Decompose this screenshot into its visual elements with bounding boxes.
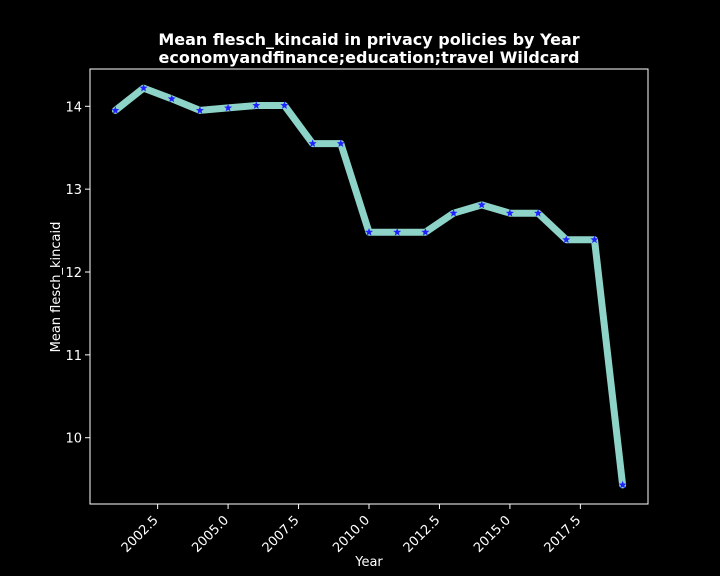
data-point-marker [618,480,627,489]
y-tick-label: 13 [65,183,82,198]
data-point-marker [449,208,458,217]
data-point-marker [224,103,233,112]
chart-title-line-2: economyandfinance;education;travel Wildc… [159,48,580,67]
data-point-marker [336,139,345,147]
y-tick-label: 11 [65,349,82,364]
data-point-marker [139,83,148,92]
data-point-marker [365,228,373,236]
data-point-marker [421,228,430,236]
data-point-marker [195,106,204,114]
data-point-marker [111,106,120,114]
x-axis-label: Year [354,555,383,570]
data-point-marker [252,101,261,109]
y-tick-label: 12 [65,266,82,281]
data-point-marker [505,208,514,217]
y-tick-label: 14 [65,100,82,115]
data-point-marker [534,208,543,217]
data-point-marker [393,228,402,236]
data-point-marker [590,235,599,244]
y-tick-label: 10 [65,432,82,447]
y-axis: 10 11 12 13 14 [65,100,90,447]
y-axis-label: Mean flesch_kincaid [49,222,64,353]
data-point-marker [477,200,486,209]
plot-area [111,83,627,489]
data-point-marker [280,101,289,109]
chart-title-line-1: Mean flesch_kincaid in privacy policies … [158,30,579,49]
data-point-marker [167,94,176,103]
data-point-marker [562,235,571,244]
data-point-marker [308,139,317,147]
